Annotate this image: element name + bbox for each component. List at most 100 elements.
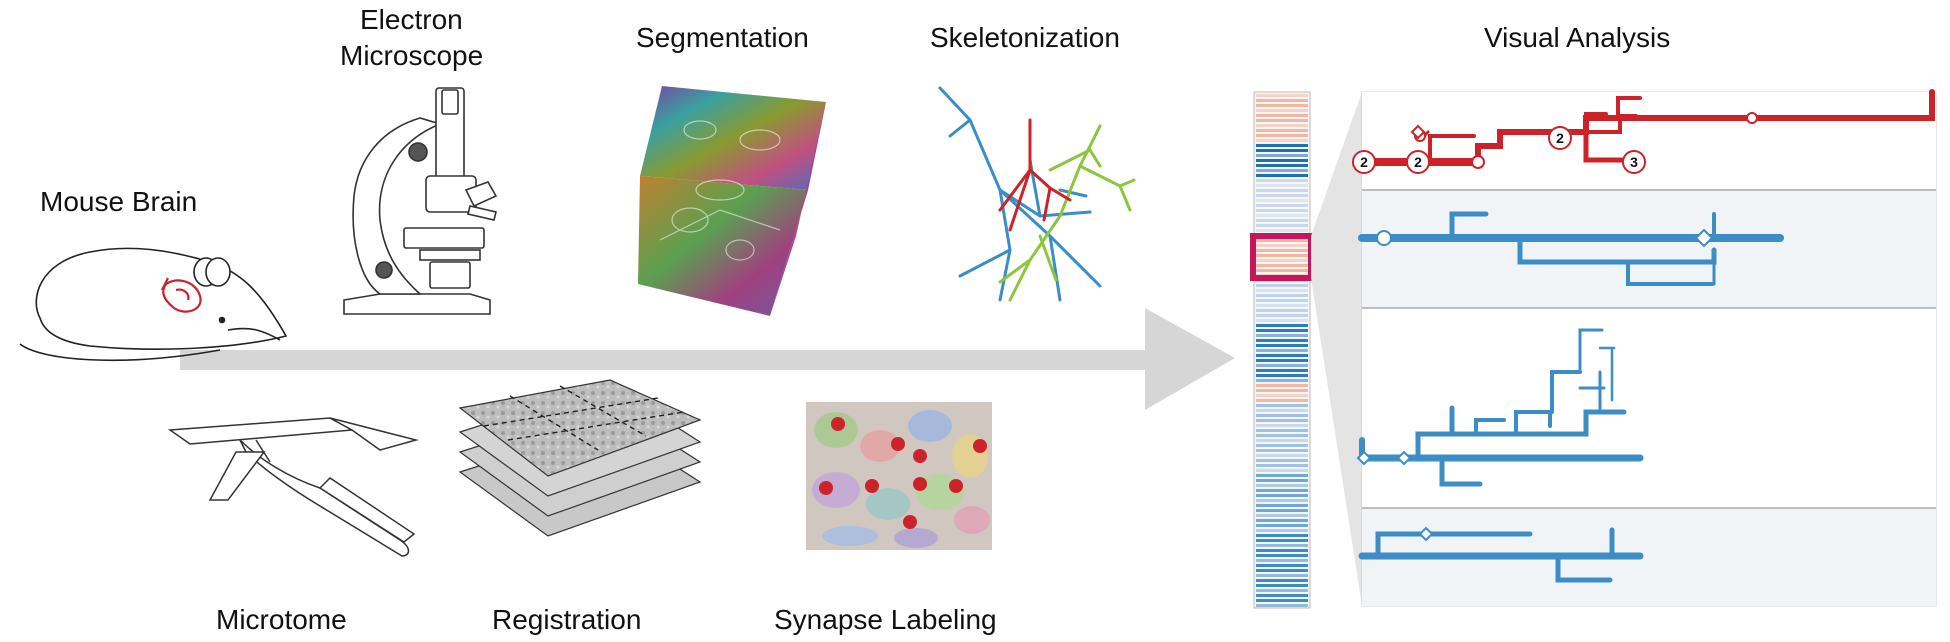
heatmap-stripe	[1256, 449, 1308, 452]
panel-blue-neuron-2[interactable]	[1362, 308, 1936, 508]
heatmap-stripe	[1256, 539, 1308, 542]
heatmap-stripe	[1256, 164, 1308, 167]
label-visual-analysis: Visual Analysis	[1484, 22, 1671, 53]
heatmap-stripe	[1256, 339, 1308, 342]
heatmap-stripe	[1256, 474, 1308, 477]
heatmap-stripe	[1256, 129, 1308, 132]
skeleton-icon	[938, 86, 1136, 302]
heatmap-stripe	[1256, 389, 1308, 392]
heatmap-stripe	[1256, 419, 1308, 422]
mouse-brain-icon	[161, 277, 202, 313]
heatmap-stripe	[1256, 489, 1308, 492]
heatmap-stripe	[1256, 104, 1308, 107]
red-neuron-markers	[1352, 112, 1758, 174]
heatmap-stripe	[1256, 269, 1308, 272]
heatmap-stripe	[1256, 434, 1308, 437]
heatmap-stripe	[1256, 534, 1308, 537]
heatmap-stripe	[1256, 229, 1308, 232]
heatmap-stripe	[1256, 424, 1308, 427]
heatmap-stripe	[1256, 204, 1308, 207]
heatmap-stripe	[1256, 194, 1308, 197]
heatmap-stripe	[1256, 284, 1308, 287]
heatmap-stripe	[1256, 179, 1308, 182]
registration-stack	[458, 379, 702, 537]
label-mouse-brain: Mouse Brain	[40, 186, 198, 217]
badge-red-d: 3	[1630, 154, 1638, 170]
badge-red-c: 2	[1556, 130, 1564, 146]
panel-blue-neuron-1[interactable]	[1362, 190, 1936, 308]
blue-neuron-2-dendrogram	[1358, 328, 1644, 487]
heatmap-stripe	[1256, 364, 1308, 367]
mouse-illustration	[19, 247, 288, 362]
heatmap-stripe	[1256, 574, 1308, 577]
heatmap-stripe	[1256, 409, 1308, 412]
heatmap-stripe	[1256, 154, 1308, 157]
heatmap-stripe	[1256, 324, 1308, 327]
heatmap-stripe	[1256, 459, 1308, 462]
heatmap-stripe	[1256, 259, 1308, 262]
microscope-icon	[343, 87, 498, 315]
heatmap-stripe	[1256, 329, 1308, 332]
microtome-icon	[167, 417, 419, 557]
heatmap-stripe	[1256, 239, 1308, 242]
heatmap-stripe	[1256, 579, 1308, 582]
heatmap-stripe	[1256, 139, 1308, 142]
panel-red-neuron[interactable]	[1362, 92, 1936, 190]
heatmap-stripe	[1256, 289, 1308, 292]
label-segmentation: Segmentation	[636, 22, 809, 53]
dendrogram-view: 2 2 2 3	[1352, 89, 1937, 607]
segmentation-cube	[638, 86, 826, 316]
heatmap-stripe	[1256, 549, 1308, 552]
heatmap-stripe	[1256, 524, 1308, 527]
heatmap-stripe	[1256, 569, 1308, 572]
heatmap-stripe	[1256, 299, 1308, 302]
heatmap-stripe	[1256, 394, 1308, 397]
label-electron-microscope-line2: Microscope	[340, 40, 484, 71]
heatmap-stripe	[1256, 559, 1308, 562]
heatmap-stripe	[1256, 469, 1308, 472]
heatmap-stripe	[1256, 349, 1308, 352]
heatmap-stripe	[1256, 189, 1308, 192]
label-registration: Registration	[492, 604, 642, 635]
heatmap-stripe	[1256, 454, 1308, 457]
heatmap-stripe	[1256, 314, 1308, 317]
blue-neuron-3-dendrogram	[1358, 527, 1644, 583]
heatmap-stripe	[1256, 519, 1308, 522]
heatmap-stripe	[1256, 554, 1308, 557]
heatmap-stripe	[1256, 604, 1308, 607]
heatmap-stripe	[1256, 429, 1308, 432]
pipeline-arrow	[180, 308, 1235, 410]
heatmap-stripe	[1256, 294, 1308, 297]
heatmap-stripe	[1256, 174, 1308, 177]
heatmap-stripe	[1256, 414, 1308, 417]
heatmap-stripe	[1256, 584, 1308, 587]
heatmap-stripe	[1256, 114, 1308, 117]
heatmap-stripe	[1256, 589, 1308, 592]
heatmap-stripe	[1256, 494, 1308, 497]
heatmap-stripe	[1256, 134, 1308, 137]
synapse-markers	[819, 417, 987, 529]
heatmap-stripe	[1256, 404, 1308, 407]
heatmap-stripe	[1256, 209, 1308, 212]
label-synapse-labeling: Synapse Labeling	[774, 604, 997, 635]
heatmap-stripe	[1256, 499, 1308, 502]
heatmap-stripe	[1256, 254, 1308, 257]
heatmap-stripe	[1256, 464, 1308, 467]
heatmap-stripe	[1256, 159, 1308, 162]
badge-red-a: 2	[1360, 154, 1368, 170]
heatmap-stripe	[1256, 374, 1308, 377]
heatmap-stripe	[1256, 514, 1308, 517]
heatmap-stripe	[1256, 359, 1308, 362]
heatmap-stripe	[1256, 99, 1308, 102]
heatmap-stripe	[1256, 379, 1308, 382]
heatmap-stripe	[1256, 369, 1308, 372]
heatmap-stripe	[1256, 199, 1308, 202]
heatmap-stripe	[1256, 444, 1308, 447]
heatmap-stripe	[1256, 169, 1308, 172]
heatmap-stripe	[1256, 354, 1308, 357]
heatmap-stripe	[1256, 479, 1308, 482]
heatmap-stripe	[1256, 439, 1308, 442]
connectivity-heatmap	[1250, 91, 1314, 609]
heatmap-stripe	[1256, 304, 1308, 307]
